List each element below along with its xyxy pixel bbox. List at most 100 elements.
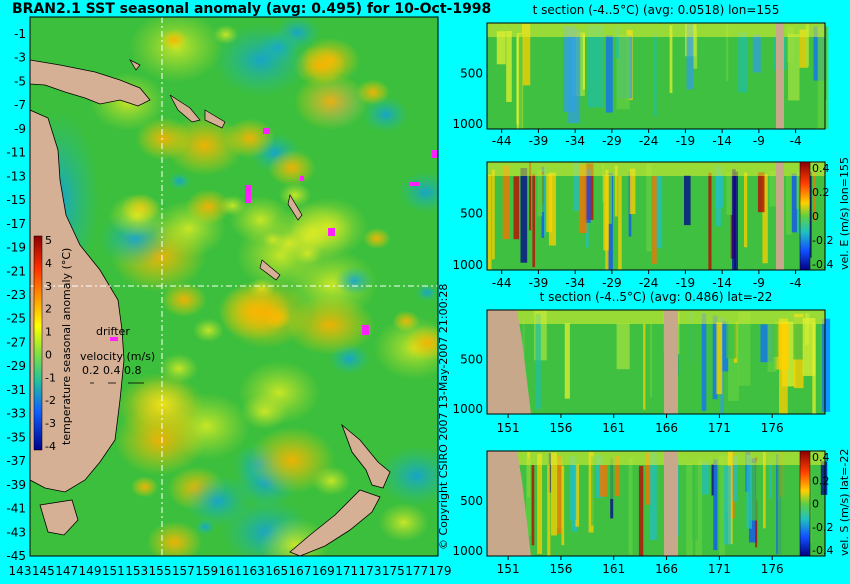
- map-lat-tick-label: -23: [6, 288, 26, 302]
- map-lon-tick-label: 157: [172, 564, 195, 578]
- panel-x-tick-label: 151: [497, 562, 520, 576]
- map-lat-tick-label: -29: [6, 359, 26, 373]
- section-streak: [537, 453, 543, 554]
- section-streak: [785, 175, 792, 235]
- section-streak: [689, 322, 693, 372]
- section-streak: [819, 173, 824, 228]
- eddy: [161, 282, 207, 318]
- section-streak: [732, 455, 738, 502]
- drifter-label: drifter: [96, 325, 130, 338]
- section-streak: [798, 169, 802, 234]
- section-streak: [822, 318, 831, 412]
- velocity-colorbar-tick-label: -0.2: [812, 234, 833, 247]
- map-lon-tick-label: 159: [195, 564, 218, 578]
- map-lat-tick-label: -37: [6, 454, 26, 468]
- map-lon-tick-label: 167: [289, 564, 312, 578]
- section-streak: [536, 27, 544, 68]
- map-lon-tick-label: 151: [102, 564, 125, 578]
- section-streak: [521, 24, 531, 86]
- section-streak: [820, 461, 828, 495]
- velocity-colorbar-tick-label: 0.4: [812, 451, 830, 464]
- panel-x-tick-label: -44: [492, 276, 512, 290]
- eddy: [107, 193, 166, 238]
- eddy: [212, 22, 310, 98]
- section-streak: [548, 172, 556, 246]
- eddy: [248, 426, 336, 494]
- velocity-colorbar-tick-label: 0.2: [812, 186, 830, 199]
- panel-y-tick-label: 1000: [452, 402, 483, 416]
- section-streak: [607, 175, 612, 224]
- temp-colorbar-tick-label: 4: [45, 257, 52, 270]
- section-streak: [709, 318, 713, 406]
- section-streak: [588, 451, 594, 533]
- shelf-mask: [487, 310, 531, 414]
- section-streak: [711, 165, 719, 259]
- section-streak: [582, 33, 585, 90]
- section-streak: [513, 176, 520, 240]
- map-lat-tick-label: -27: [6, 335, 26, 349]
- land-mask: [776, 162, 784, 270]
- map-lon-ticks: 143 145 147 149 151 153 155 157 159 161 163 165 167 1…: [9, 564, 452, 578]
- eddy: [223, 118, 276, 159]
- section-streak: [757, 172, 765, 213]
- temp-colorbar-tick-label: 0: [45, 348, 52, 361]
- velocity-label: velocity (m/s): [80, 350, 155, 363]
- panel-vel-s-lat: 500 1000 151 156 161 166 171 176 0.4 0.2 0 -0.2 -0.4…: [452, 449, 850, 576]
- section-streak: [532, 174, 536, 268]
- islands: [129, 59, 303, 281]
- panel-frame: [486, 22, 826, 130]
- section-streak: [547, 465, 551, 556]
- section-streak: [609, 456, 616, 499]
- panel-frame: [486, 161, 826, 271]
- shelf-mask: [487, 451, 531, 556]
- section-streak: [769, 170, 776, 207]
- panel-x-tick-label: 176: [761, 421, 784, 435]
- panel-x-tick-label: -24: [639, 276, 659, 290]
- temp-colorbar-ticks: 5 4 3 2 1 0 -1 -2 -3 -4: [45, 234, 56, 453]
- tasmania-land: [39, 499, 79, 536]
- surface-layer: [487, 162, 825, 176]
- section-streak: [584, 169, 591, 223]
- panel-y-tick-label: 1000: [452, 117, 483, 131]
- temp-colorbar-tick-label: -3: [45, 417, 56, 430]
- surface-layer: [487, 451, 825, 465]
- panel-x-tick-label: -34: [565, 276, 585, 290]
- map-lon-tick-label: 153: [125, 564, 148, 578]
- section-streak: [796, 172, 800, 210]
- panel-y-tick-label: 500: [460, 206, 483, 220]
- section-streak: [791, 173, 797, 233]
- velocity-colorbar: [799, 161, 811, 271]
- temp-colorbar-tick-label: -2: [45, 394, 56, 407]
- panel-y-tick-label: 1000: [452, 544, 483, 558]
- section-streak: [578, 164, 587, 234]
- map-lat-tick-label: -39: [6, 478, 26, 492]
- section-streak: [605, 35, 613, 113]
- panel-x-tick-label: -19: [676, 276, 696, 290]
- section-streak: [605, 169, 609, 270]
- section-streak: [506, 30, 512, 102]
- section-streak: [557, 455, 562, 534]
- section-streak: [728, 321, 739, 401]
- section-streak: [752, 34, 761, 73]
- ridge-mask: [664, 310, 678, 414]
- panel-title: t section (-4..5°C) (avg: 0.486) lat=-22: [540, 290, 773, 304]
- panel-x-tick-label: 161: [602, 562, 625, 576]
- temp-colorbar-label: temperature seasonal anomaly (°C): [60, 248, 73, 445]
- map-lat-ticks: -1 -3 -5 -7 -9 -11 -13 -15 -17 -19 -21 -23 -25 -27 -29…: [6, 27, 26, 563]
- surface-layer: [487, 23, 825, 37]
- section-streak: [518, 34, 523, 129]
- ridge-mask: [664, 451, 678, 556]
- section-streak: [614, 165, 618, 217]
- section-streak: [675, 28, 686, 122]
- section-streak: [708, 172, 712, 270]
- section-streak: [645, 452, 651, 505]
- section-streak: [601, 164, 605, 203]
- eddy: [294, 73, 368, 130]
- section-streak: [618, 175, 622, 270]
- velocity-colorbar-tick-label: -0.4: [812, 544, 833, 557]
- temp-colorbar-tick-label: 5: [45, 234, 52, 247]
- map-lon-tick-label: 155: [149, 564, 172, 578]
- surface-layer: [487, 310, 825, 324]
- section-streak: [543, 166, 547, 236]
- eddy: [160, 29, 188, 51]
